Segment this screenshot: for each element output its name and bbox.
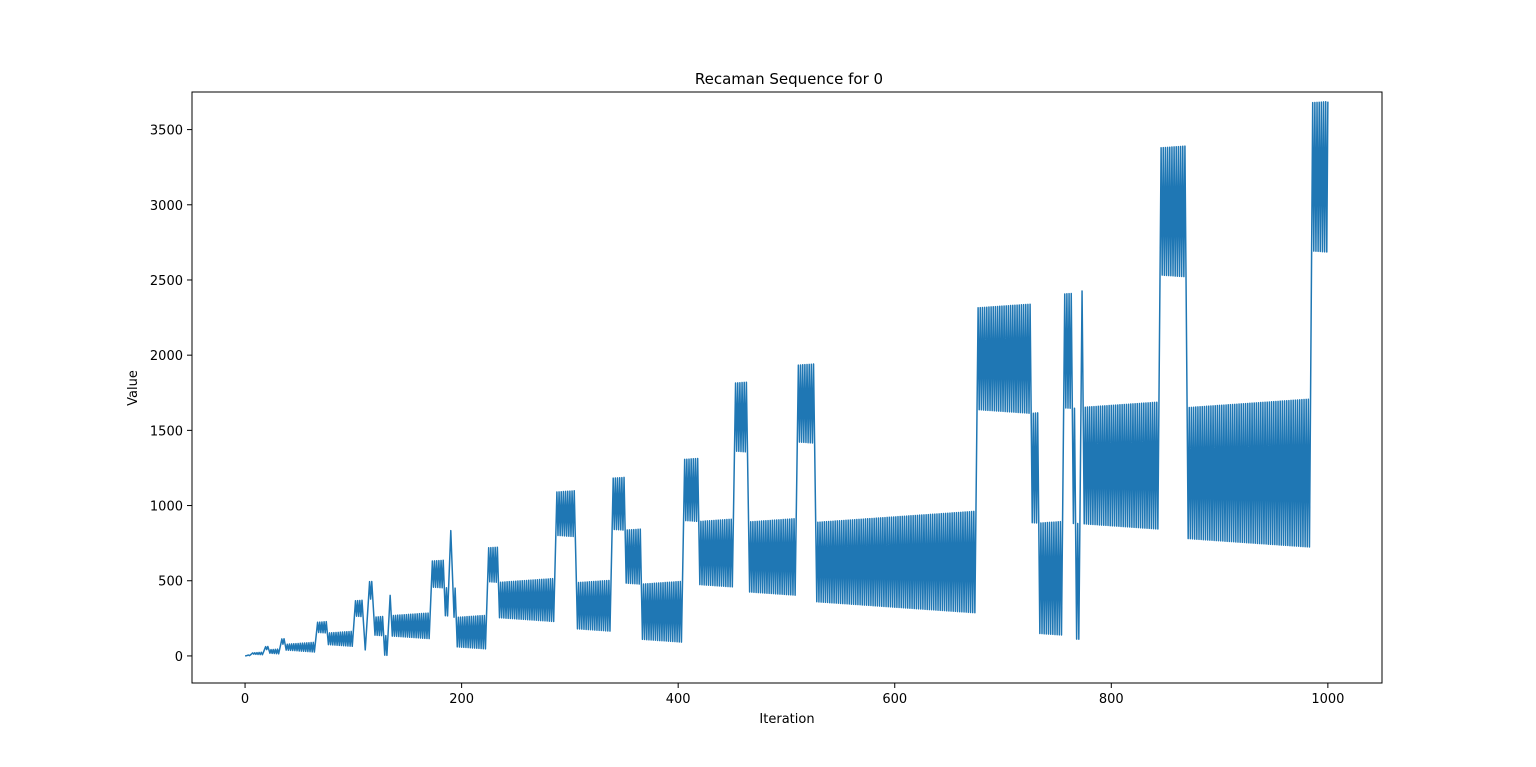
- x-tick-label: 600: [882, 692, 907, 707]
- chart-title: Recaman Sequence for 0: [695, 70, 883, 88]
- y-tick-label: 1000: [150, 500, 183, 515]
- y-tick-label: 1500: [150, 424, 183, 439]
- x-tick-label: 800: [1099, 692, 1124, 707]
- x-tick-label: 200: [449, 692, 474, 707]
- y-tick-label: 3500: [150, 124, 183, 139]
- x-axis: 0 200 400 600 800 1000: [241, 683, 1344, 707]
- y-tick-label: 0: [175, 650, 183, 665]
- y-tick-label: 500: [158, 575, 183, 590]
- x-tick-label: 0: [241, 692, 249, 707]
- y-axis-label: Value: [126, 370, 141, 406]
- x-tick-label: 1000: [1311, 692, 1344, 707]
- y-tick-label: 2500: [150, 274, 183, 289]
- series-line: [244, 101, 1329, 657]
- x-axis-label: Iteration: [759, 712, 814, 727]
- y-tick-label: 3000: [150, 199, 183, 214]
- y-axis: 0 500 1000 1500 2000 2500 3000 3500: [150, 124, 192, 665]
- series-layer: [244, 101, 1329, 657]
- x-tick-label: 400: [666, 692, 691, 707]
- y-tick-label: 2000: [150, 349, 183, 364]
- plot-frame: [191, 91, 1383, 684]
